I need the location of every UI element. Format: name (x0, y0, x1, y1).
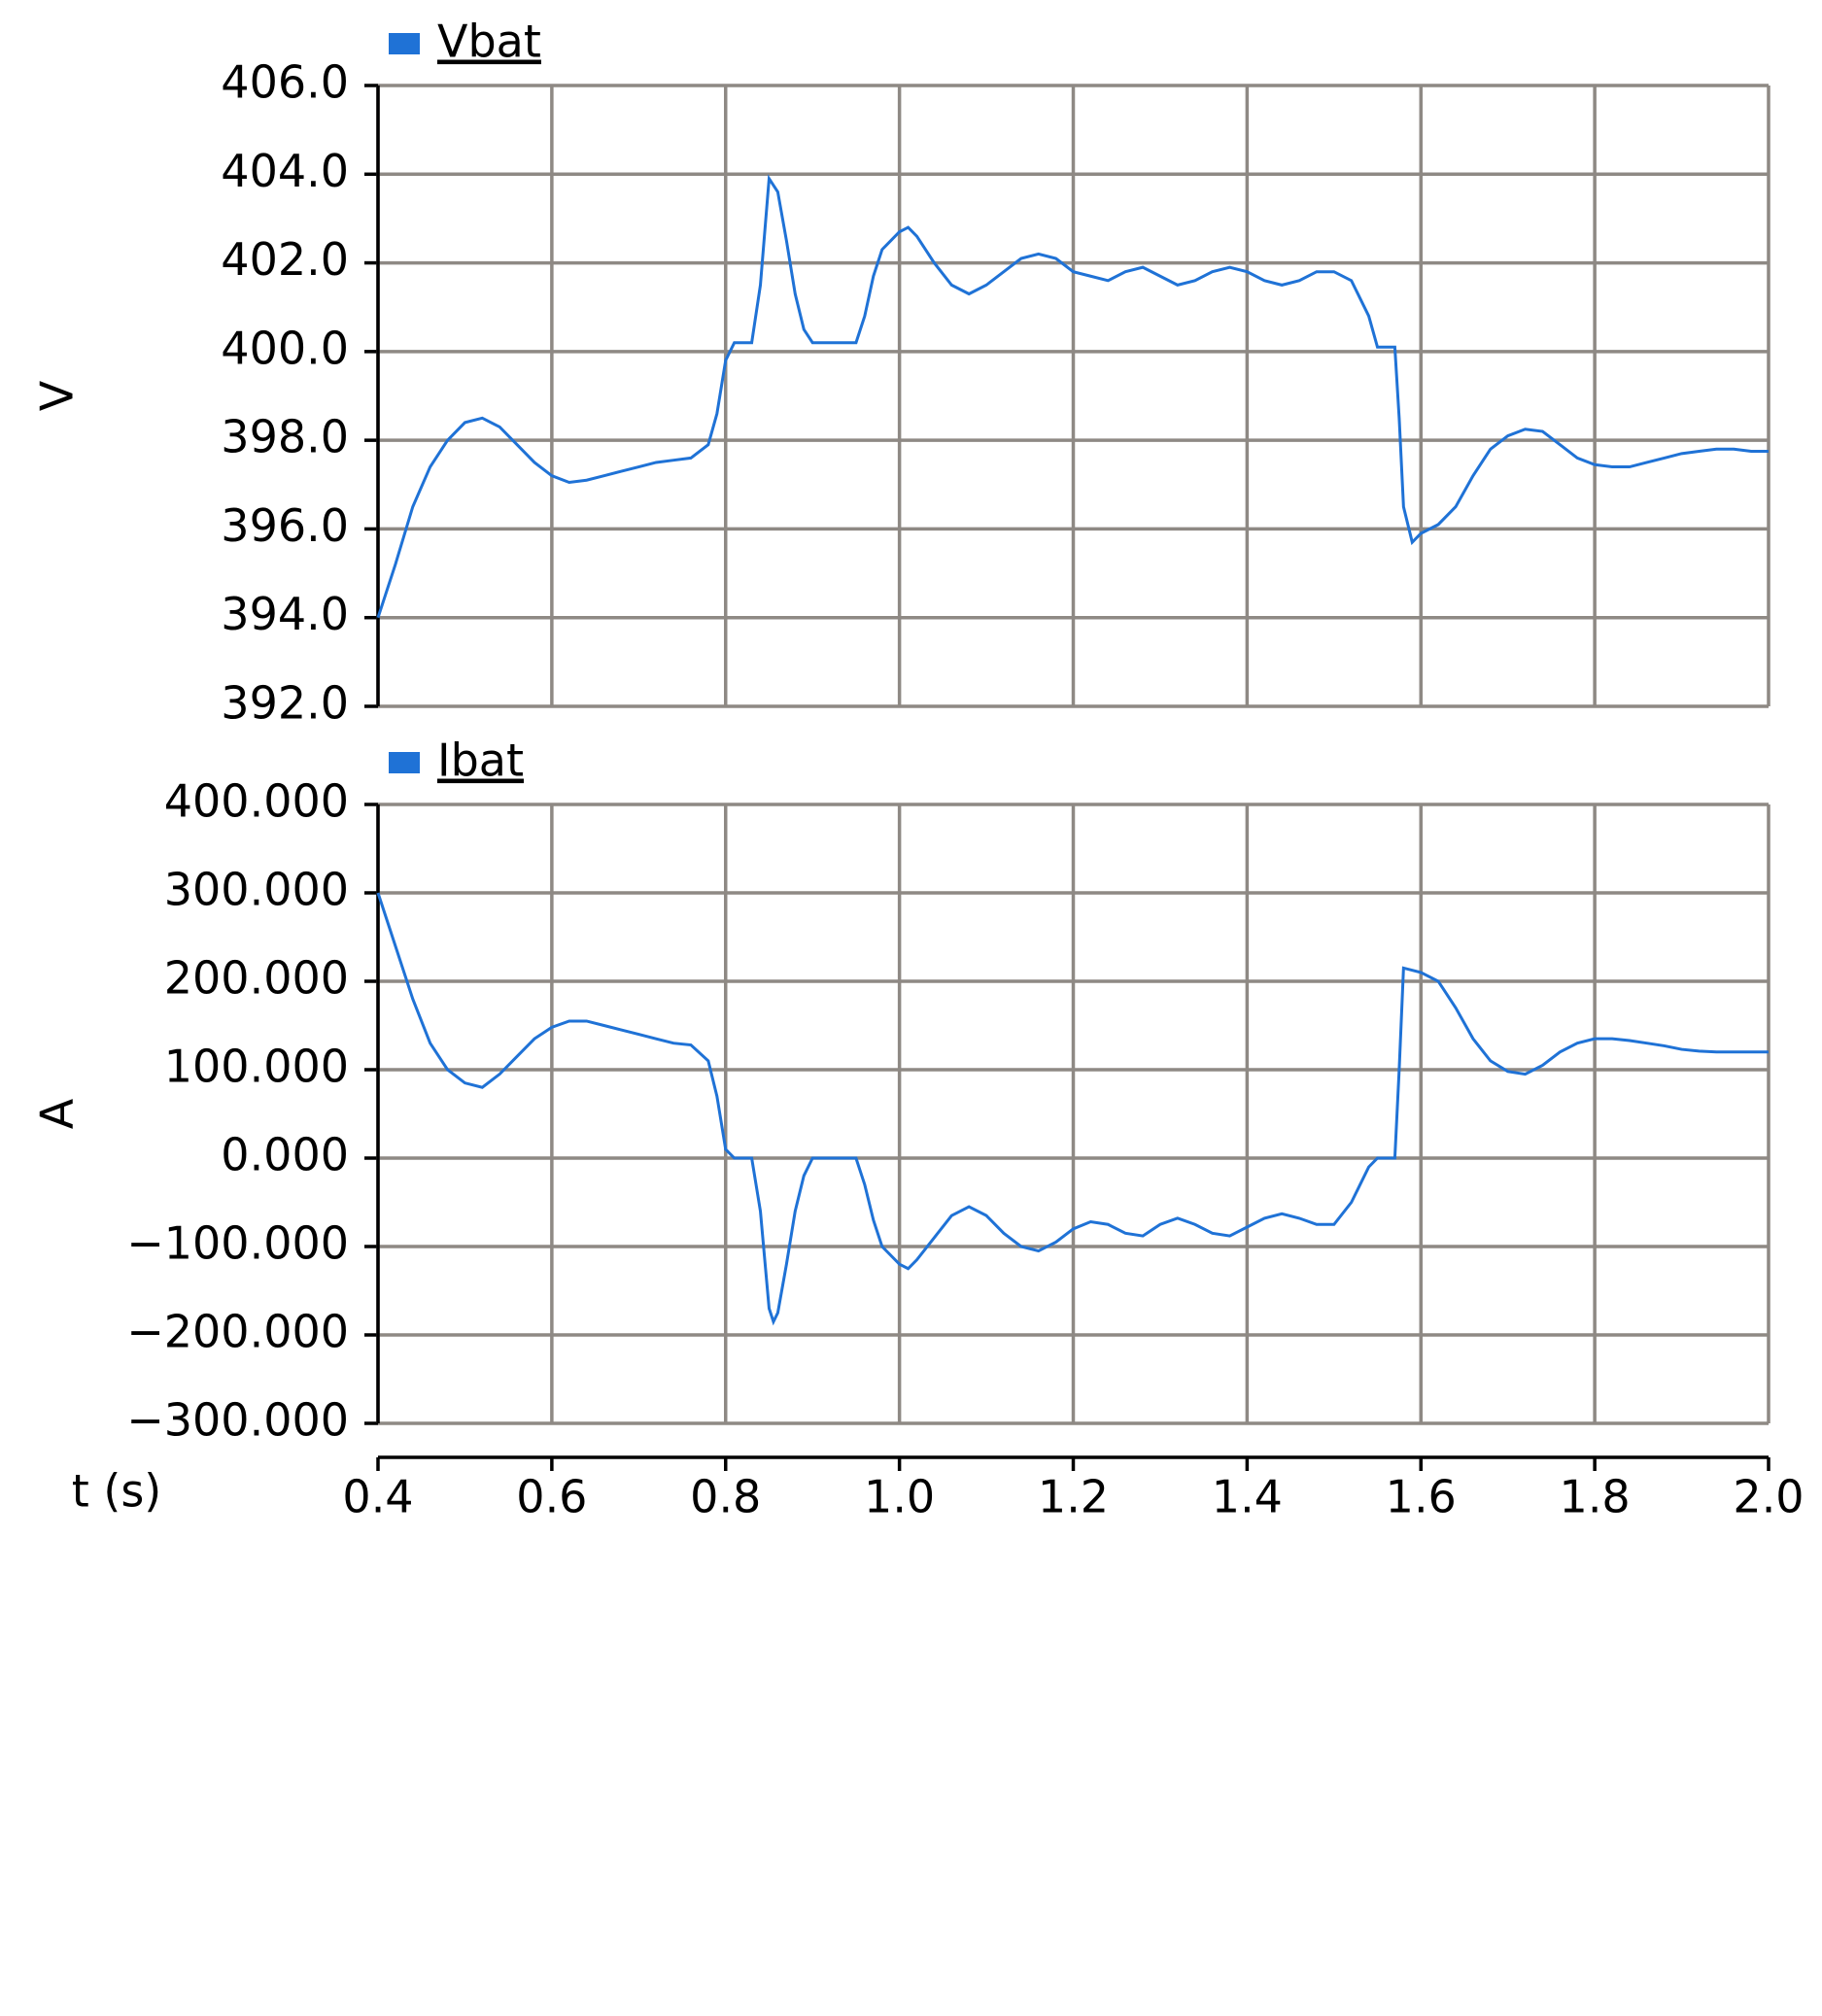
y-tick-label: 406.0 (221, 56, 349, 109)
x-tick-label: 1.2 (1038, 1471, 1109, 1523)
x-tick-label: 0.8 (690, 1471, 761, 1523)
x-tick-label: 0.6 (516, 1471, 587, 1523)
x-tick-label: 0.4 (342, 1471, 413, 1523)
y-tick-label: 100.000 (164, 1041, 349, 1093)
y-tick-label: 400.000 (164, 775, 349, 828)
x-tick-label: 1.0 (864, 1471, 935, 1523)
y-axis-label: V (31, 380, 84, 411)
y-axis-label: A (31, 1098, 84, 1129)
y-tick-label: −200.000 (126, 1306, 349, 1358)
y-tick-label: 392.0 (221, 677, 349, 730)
legend-label: Vbat (437, 16, 541, 68)
legend-label: Ibat (437, 735, 524, 787)
y-tick-label: 300.000 (164, 864, 349, 916)
y-tick-label: 200.000 (164, 952, 349, 1005)
legend-swatch (389, 752, 420, 773)
y-tick-label: 396.0 (221, 499, 349, 552)
y-tick-label: −100.000 (126, 1217, 349, 1270)
x-axis-label: t (s) (72, 1465, 162, 1518)
data-line (376, 892, 1769, 1326)
y-tick-label: 0.000 (221, 1129, 349, 1181)
y-tick-label: 394.0 (221, 588, 349, 640)
legend-swatch (389, 33, 420, 54)
y-tick-label: 400.0 (221, 322, 349, 374)
data-line (376, 174, 1769, 619)
y-tick-label: 402.0 (221, 233, 349, 286)
y-tick-label: −300.000 (126, 1394, 349, 1447)
x-tick-label: 1.8 (1560, 1471, 1631, 1523)
y-tick-label: 404.0 (221, 145, 349, 197)
x-tick-label: 2.0 (1733, 1471, 1804, 1523)
x-tick-label: 1.4 (1212, 1471, 1283, 1523)
y-tick-label: 398.0 (221, 411, 349, 463)
x-tick-label: 1.6 (1386, 1471, 1457, 1523)
